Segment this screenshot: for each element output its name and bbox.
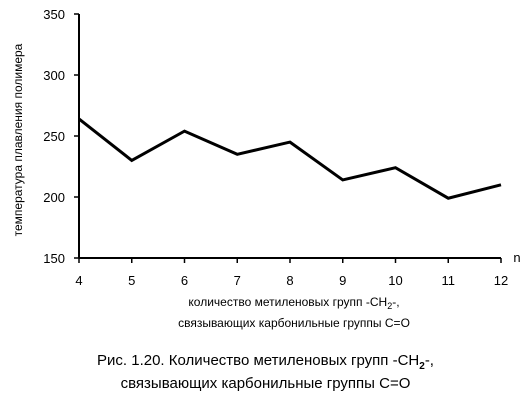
caption-line1-text: Рис. 1.20. Количество метиленовых групп … bbox=[97, 352, 420, 369]
y-axis-label: температура плавления полимера bbox=[11, 43, 25, 236]
x-tick-label: 9 bbox=[339, 273, 346, 288]
caption-line1-tail: -, bbox=[424, 352, 434, 369]
x-tick-label: 6 bbox=[181, 273, 188, 288]
x-tick-label: 11 bbox=[442, 273, 456, 288]
y-tick-label: 200 bbox=[43, 190, 65, 205]
y-tick-label: 350 bbox=[43, 7, 65, 22]
x-tick-label: 12 bbox=[494, 273, 508, 288]
caption-subscript: 2 bbox=[419, 361, 425, 372]
y-tick-label: 250 bbox=[43, 129, 65, 144]
x-tick-label: 10 bbox=[388, 273, 402, 288]
y-tick-label: 300 bbox=[43, 68, 65, 83]
x-axis-label-line1-tail: -, bbox=[392, 295, 399, 309]
figure-caption-line1: Рис. 1.20. Количество метиленовых групп … bbox=[0, 352, 531, 372]
series-line bbox=[78, 117, 502, 200]
x-axis-label-line1: количество метиленовых групп -CH2-, bbox=[188, 295, 399, 311]
y-tick-label: 150 bbox=[43, 251, 65, 266]
ticks: 4 5 6 7 8 9 10 11 12 150 200 250 300 350 bbox=[43, 7, 508, 288]
x-axis-label-subscript: 2 bbox=[387, 301, 392, 311]
figure-caption-line2: связывающих карбонильные группы C=O bbox=[120, 375, 411, 392]
x-axis-label-line1-text: количество метиленовых групп -CH bbox=[188, 295, 387, 309]
x-tick-label: 4 bbox=[75, 273, 82, 288]
x-axis-label-line2: связывающих карбонильные группы C=O bbox=[178, 316, 410, 330]
axes bbox=[78, 14, 501, 259]
x-tick-label: 5 bbox=[128, 273, 135, 288]
series bbox=[78, 117, 502, 200]
line-chart: 4 5 6 7 8 9 10 11 12 150 200 250 300 350 температура … bbox=[11, 7, 521, 330]
x-tick-label: 8 bbox=[286, 273, 293, 288]
x-tick-label: 7 bbox=[234, 273, 241, 288]
x-unit-label: n bbox=[513, 250, 520, 265]
